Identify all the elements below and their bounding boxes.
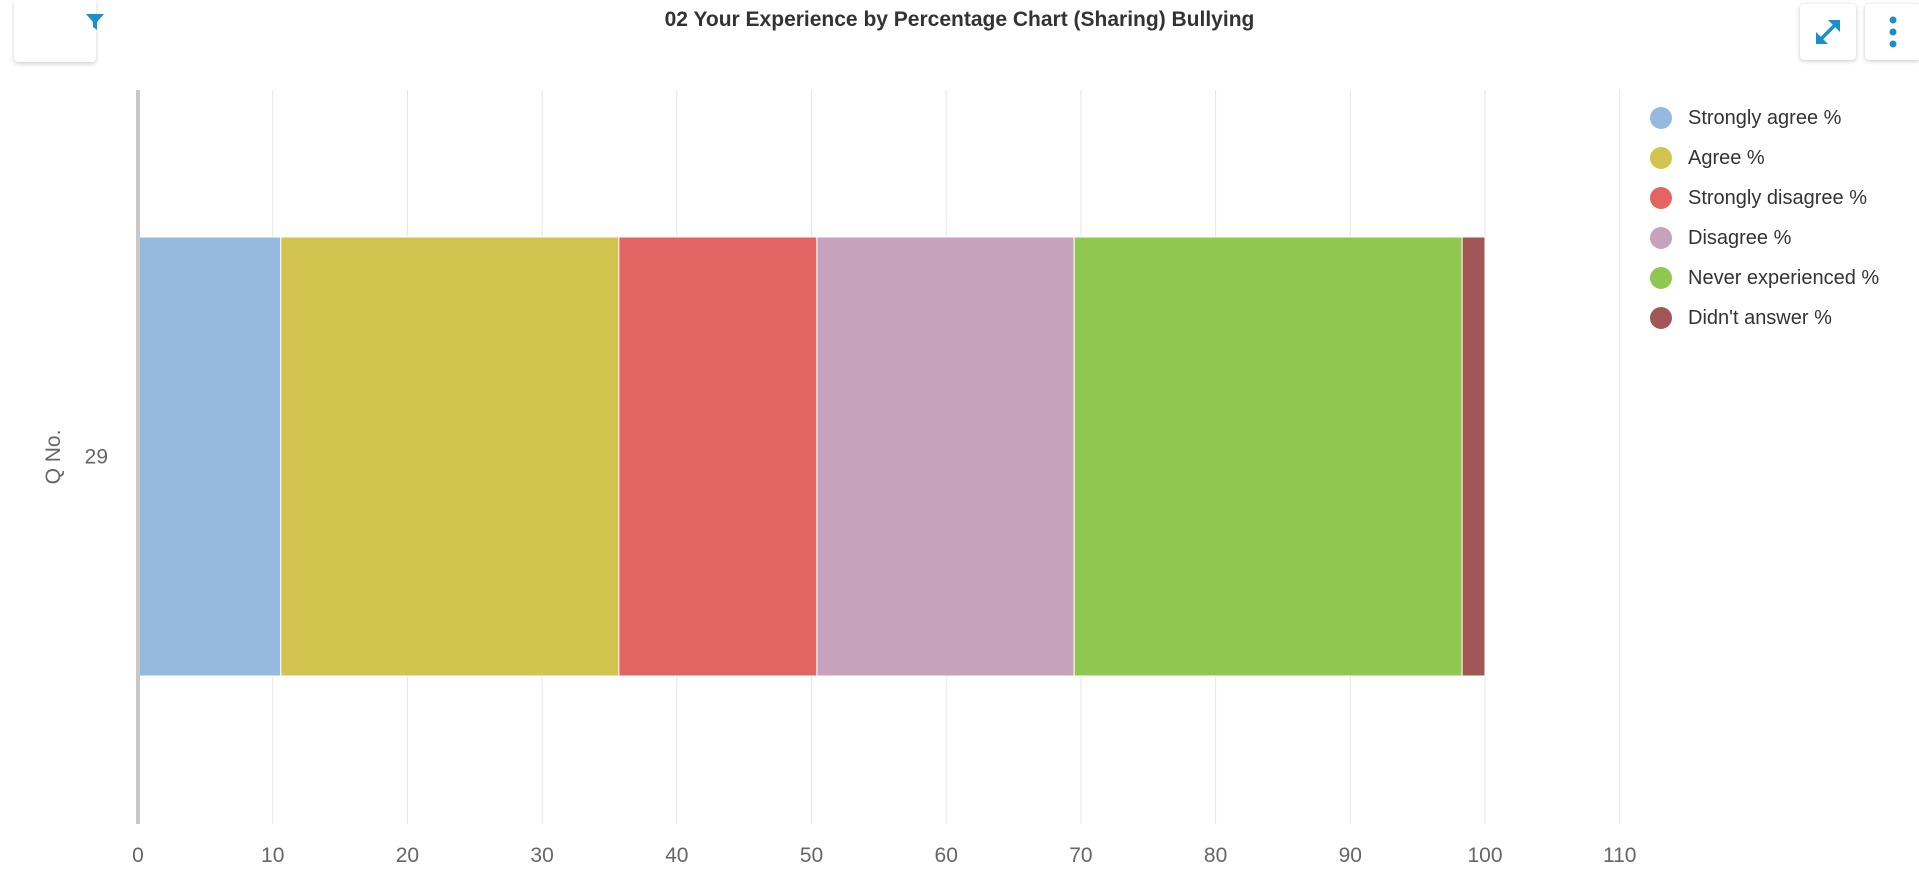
y-category-label: 29 <box>85 446 108 469</box>
x-tick-label: 40 <box>665 844 688 867</box>
legend-swatch <box>1650 227 1672 249</box>
legend-label: Never experienced % <box>1688 266 1880 289</box>
bar-segment[interactable] <box>816 236 1075 677</box>
x-tick-label: 80 <box>1204 844 1227 867</box>
legend-swatch <box>1650 147 1672 169</box>
bar-segment[interactable] <box>280 236 620 677</box>
legend-swatch <box>1650 107 1672 129</box>
legend-item[interactable]: Strongly agree % <box>1650 98 1879 138</box>
legend-label: Disagree % <box>1688 226 1792 249</box>
x-tick-label: 90 <box>1339 844 1362 867</box>
y-axis-categories: 29 <box>85 446 108 469</box>
legend-label: Strongly disagree % <box>1688 186 1867 209</box>
x-tick-label: 100 <box>1467 844 1502 867</box>
legend-label: Agree % <box>1688 146 1765 169</box>
filter-icon <box>86 14 104 30</box>
x-tick-label: 110 <box>1603 844 1636 867</box>
kebab-menu-icon <box>1889 16 1897 48</box>
chart-title: 02 Your Experience by Percentage Chart (… <box>664 8 1255 31</box>
legend-item[interactable]: Never experienced % <box>1650 258 1879 298</box>
legend-item[interactable]: Agree % <box>1650 138 1879 178</box>
x-tick-label: 70 <box>1069 844 1092 867</box>
y-axis-label: Q No. <box>42 430 65 485</box>
legend-item[interactable]: Strongly disagree % <box>1650 178 1879 218</box>
expand-icon <box>1816 20 1840 44</box>
y-axis-line <box>136 90 140 824</box>
legend-label: Didn't answer % <box>1688 306 1832 329</box>
x-tick-label: 30 <box>530 844 553 867</box>
legend-item[interactable]: Didn't answer % <box>1650 298 1879 338</box>
x-tick-label: 10 <box>261 844 284 867</box>
bar-segments <box>137 236 1486 677</box>
menu-button[interactable] <box>1865 4 1919 60</box>
x-axis-ticks: 0 10 20 30 40 50 60 70 80 90 100 110 <box>132 844 1636 867</box>
legend-label: Strongly agree % <box>1688 106 1842 129</box>
expand-button[interactable] <box>1800 4 1856 60</box>
bar-segment[interactable] <box>618 236 818 677</box>
legend-swatch <box>1650 187 1672 209</box>
x-tick-label: 0 <box>132 844 144 867</box>
filter-button[interactable] <box>14 0 104 62</box>
chart-legend: Strongly agree % Agree % Strongly disagree… <box>1650 98 1879 338</box>
bar-segment[interactable] <box>1073 236 1463 677</box>
x-tick-label: 50 <box>800 844 823 867</box>
legend-item[interactable]: Disagree % <box>1650 218 1879 258</box>
legend-swatch <box>1650 267 1672 289</box>
bar-segment[interactable] <box>137 236 282 677</box>
x-tick-label: 60 <box>935 844 958 867</box>
legend-swatch <box>1650 307 1672 329</box>
x-tick-label: 20 <box>396 844 419 867</box>
bar-segment[interactable] <box>1461 236 1486 677</box>
